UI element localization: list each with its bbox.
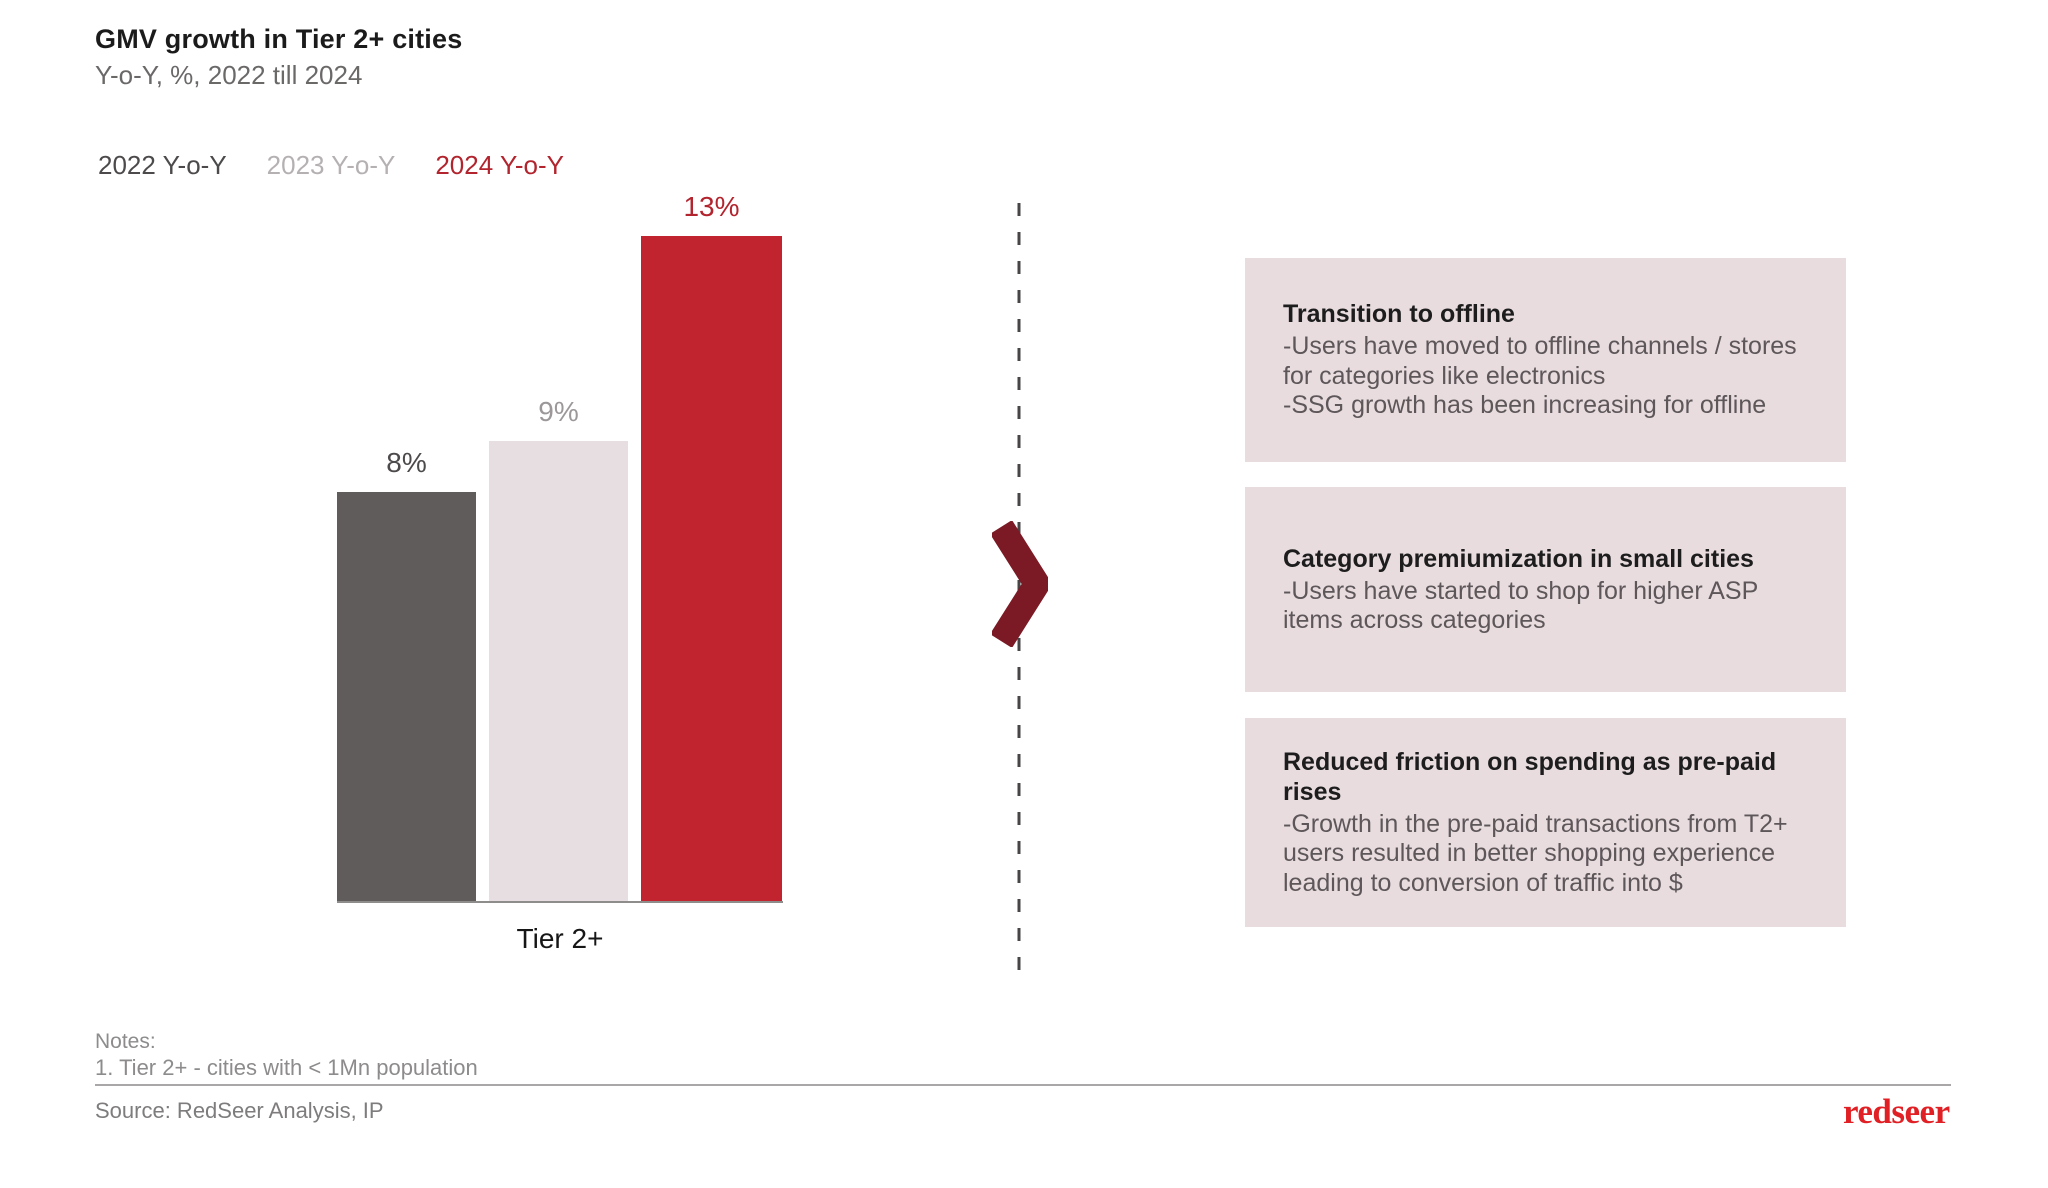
insight-bullet: -Users have started to shop for higher A… xyxy=(1283,576,1758,635)
bar-2022 xyxy=(337,492,476,902)
legend-item-2024: 2024 Y-o-Y xyxy=(435,150,565,180)
bar-value-2023: 9% xyxy=(538,396,579,427)
bar-value-2024: 13% xyxy=(683,191,740,222)
insight-card-category-premiumization: Category premiumization in small cities … xyxy=(1245,487,1846,692)
insight-bullet: -Growth in the pre-paid transactions fro… xyxy=(1283,809,1788,897)
insight-bullet: -SSG growth has been increasing for offl… xyxy=(1283,391,1767,420)
bar-value-2022: 8% xyxy=(386,447,427,478)
legend-item-2023: 2023 Y-o-Y xyxy=(266,150,396,180)
bar-group-2024: 13% xyxy=(641,191,782,902)
insight-bullet: -Users have moved to offline channels / … xyxy=(1283,332,1797,390)
bar-2024 xyxy=(641,236,782,902)
redseer-logo: redseer xyxy=(1843,1092,1950,1131)
page-subtitle: Y-o-Y, %, 2022 till 2024 xyxy=(95,60,363,90)
chart-legend: 2022 Y-o-Y 2023 Y-o-Y 2024 Y-o-Y xyxy=(98,150,564,181)
x-axis-category-label: Tier 2+ xyxy=(516,923,604,954)
legend-item-2022: 2022 Y-o-Y xyxy=(98,150,227,180)
bar-group-2022: 8% xyxy=(337,447,476,902)
insight-card-reduced-friction: Reduced friction on spending as pre-paid… xyxy=(1245,718,1846,927)
insight-heading: Category premiumization in small cities xyxy=(1283,544,1754,573)
insight-card-transition-to-offline: Transition to offline -Users have moved … xyxy=(1245,258,1846,462)
page-title: GMV growth in Tier 2+ cities xyxy=(95,24,463,54)
source-text: Source: RedSeer Analysis, IP xyxy=(95,1098,384,1123)
bar-2023 xyxy=(489,441,628,902)
insight-heading: Transition to offline xyxy=(1283,300,1515,329)
bar-group-2023: 9% xyxy=(489,396,628,902)
insight-heading: Reduced friction on spending as pre-paid… xyxy=(1283,747,1777,806)
footer-divider xyxy=(95,1084,1951,1086)
note-1: 1. Tier 2+ - cities with < 1Mn populatio… xyxy=(95,1055,478,1080)
x-axis-baseline xyxy=(337,901,783,903)
chevron-right-icon xyxy=(992,521,1048,647)
notes-label: Notes: xyxy=(95,1030,156,1053)
bar-chart: 8% 9% 13% xyxy=(337,191,783,902)
